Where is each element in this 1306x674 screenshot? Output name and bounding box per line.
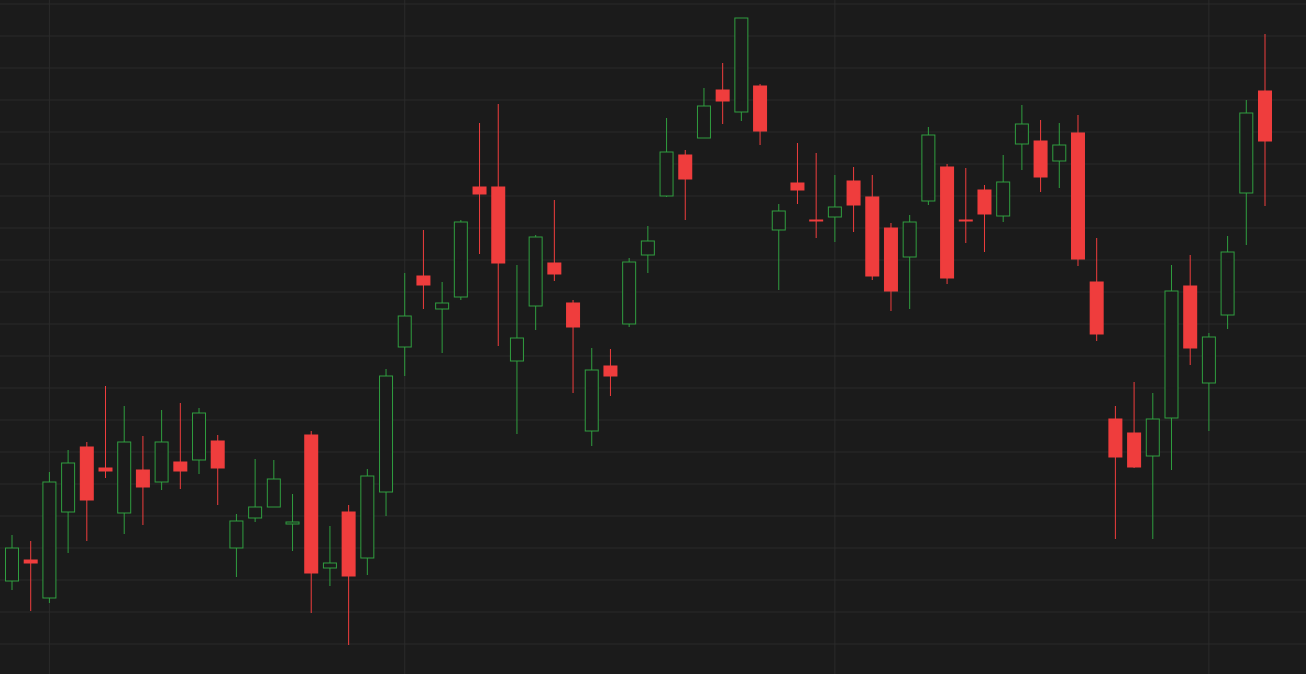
candle-body bbox=[1239, 112, 1254, 194]
candle-body bbox=[865, 196, 880, 277]
candle-body bbox=[472, 186, 487, 195]
candle-body bbox=[23, 559, 38, 564]
candle-body bbox=[42, 481, 57, 599]
candle-body bbox=[509, 337, 524, 362]
candle-body bbox=[360, 475, 375, 559]
candle-body bbox=[883, 227, 898, 292]
candle-body bbox=[1183, 285, 1198, 349]
candle-body bbox=[603, 365, 618, 377]
candle-body bbox=[790, 182, 805, 191]
candle-body bbox=[734, 17, 749, 113]
candle-body bbox=[248, 506, 263, 519]
candle-body bbox=[640, 240, 655, 256]
candle-body bbox=[435, 302, 450, 310]
candle-body bbox=[902, 221, 917, 258]
candle-body bbox=[210, 440, 225, 469]
candle-body bbox=[491, 186, 506, 264]
candle-body bbox=[1258, 90, 1272, 142]
candle-body bbox=[117, 441, 132, 514]
candle-body bbox=[416, 275, 431, 286]
candle-body bbox=[977, 189, 992, 215]
candle-body bbox=[584, 369, 599, 432]
candle-body bbox=[192, 412, 207, 461]
candle-body bbox=[79, 446, 94, 501]
candle-body bbox=[1220, 251, 1235, 316]
candle-body bbox=[1070, 132, 1085, 260]
candle-body bbox=[809, 219, 824, 222]
candle-body bbox=[566, 302, 581, 328]
candle-body bbox=[173, 461, 188, 472]
candle-body bbox=[996, 181, 1011, 217]
candle-body bbox=[827, 206, 842, 218]
candle-body bbox=[940, 166, 955, 279]
candle-body bbox=[622, 261, 637, 325]
candle-body bbox=[266, 478, 281, 508]
candle-body bbox=[1089, 281, 1104, 335]
candle-body bbox=[397, 315, 412, 348]
candle-body bbox=[1127, 432, 1142, 468]
candle-body bbox=[341, 511, 356, 577]
candle-body bbox=[61, 462, 76, 513]
candle-body bbox=[547, 262, 562, 275]
candle-body bbox=[1145, 418, 1160, 457]
candle-body bbox=[715, 89, 730, 102]
candle-body bbox=[678, 154, 693, 180]
candle-body bbox=[1164, 290, 1179, 419]
candle-body bbox=[958, 219, 973, 222]
candle-body bbox=[1014, 123, 1029, 145]
candle-body bbox=[1108, 418, 1123, 458]
candle-body bbox=[1052, 144, 1067, 162]
candle-body bbox=[528, 236, 543, 307]
candle-body bbox=[921, 134, 936, 202]
candle-body bbox=[229, 520, 244, 549]
candle-body bbox=[135, 469, 150, 488]
candle-body bbox=[846, 180, 861, 206]
candle-body bbox=[659, 151, 674, 197]
candle-body bbox=[98, 467, 113, 472]
candle-body bbox=[322, 562, 337, 569]
candle-body bbox=[379, 375, 394, 493]
candle-body bbox=[5, 547, 19, 582]
candle-body bbox=[304, 434, 319, 574]
candle-body bbox=[771, 210, 786, 231]
candle-body bbox=[1201, 336, 1216, 384]
candle-body bbox=[285, 521, 300, 525]
candle-body bbox=[753, 85, 768, 132]
candle-body bbox=[453, 221, 468, 298]
candle-body bbox=[154, 441, 169, 483]
candle-body bbox=[696, 105, 711, 139]
candle-body bbox=[1033, 140, 1048, 178]
